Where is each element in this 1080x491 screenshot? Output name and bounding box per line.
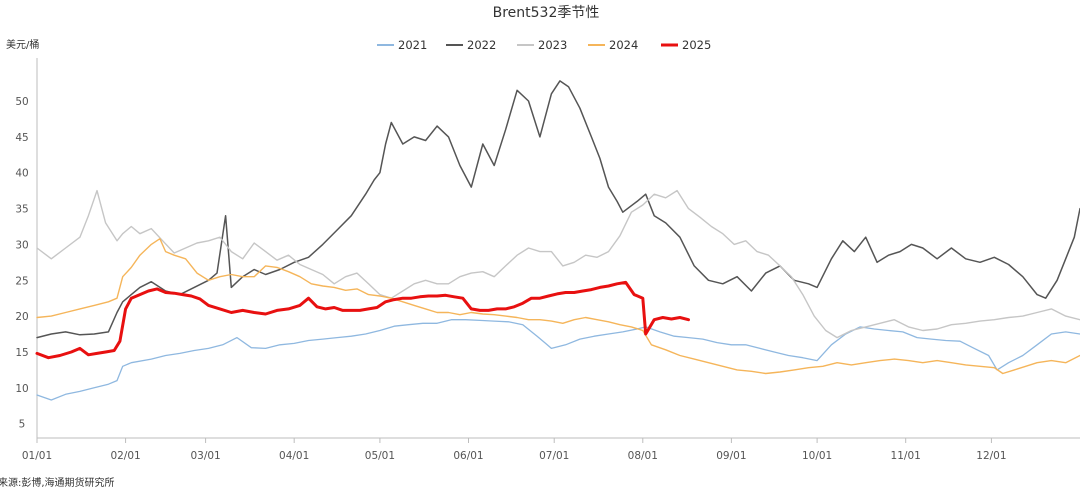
chart-title: Brent532季节性 [493,5,600,21]
source-note: 来源:彭博,海通期货研究所 [0,476,115,489]
x-tick-label: 12/01 [976,450,1006,462]
x-axis-ticks: 01/01 02/01 03/01 04/01 05/01 06/01 07/01 08/01… [22,438,1007,462]
y-axis-ticks: 5 10 15 20 25 30 35 40 45 50 [15,96,28,431]
y-tick-label: 45 [15,132,28,144]
series-line-2024 [36,238,1080,375]
y-tick-label: 40 [15,168,28,180]
legend-label-2024: 2024 [609,38,638,52]
y-tick-label: 35 [15,204,28,216]
legend-label-2022: 2022 [467,38,496,52]
x-tick-label: 04/01 [279,450,309,462]
chart-legend: 2021 2022 2023 2024 2025 [377,38,711,52]
x-tick-label: 10/01 [802,450,832,462]
y-tick-label: 10 [15,383,28,395]
x-tick-label: 08/01 [628,450,658,462]
x-tick-label: 03/01 [190,450,220,462]
x-tick-label: 07/01 [539,450,569,462]
y-tick-label: 25 [15,275,28,287]
chart-series [35,80,1080,401]
x-tick-label: 02/01 [110,450,140,462]
x-tick-label: 06/01 [453,450,483,462]
legend-label-2021: 2021 [398,38,427,52]
y-tick-label: 20 [15,311,28,323]
y-tick-label: 5 [19,419,26,431]
legend-label-2025: 2025 [682,38,711,52]
x-tick-label: 01/01 [22,450,52,462]
y-tick-label: 50 [15,96,28,108]
y-tick-label: 30 [15,239,28,251]
series-line-2021 [36,319,1080,401]
x-tick-label: 11/01 [891,450,921,462]
series-line-2022 [36,80,1080,339]
y-tick-label: 15 [15,347,28,359]
series-line-2023 [36,189,1080,339]
series-line-2025 [35,280,690,360]
legend-label-2023: 2023 [538,38,567,52]
y-unit-label: 美元/桶 [6,38,39,51]
x-tick-label: 09/01 [716,450,746,462]
x-tick-label: 05/01 [365,450,395,462]
